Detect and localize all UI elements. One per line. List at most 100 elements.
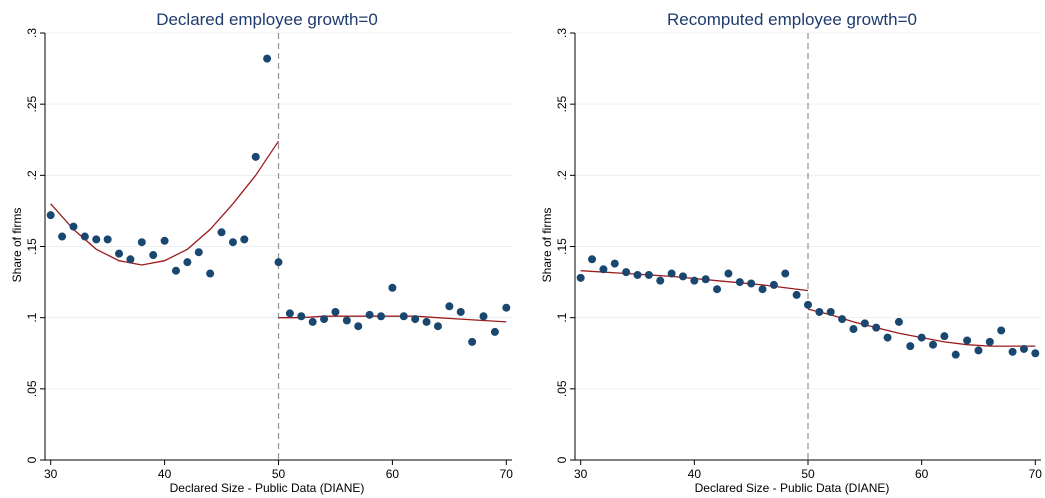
- data-point: [433, 322, 442, 331]
- chart-title: Declared employee growth=0: [156, 10, 378, 29]
- data-point: [69, 222, 78, 231]
- data-point: [217, 228, 226, 237]
- left-chart-svg: 0 .05 .1 .15 .2 .25 .3 30 40 50 60 70 Declared emplo…: [10, 10, 513, 495]
- x-tick-label: 70: [1029, 467, 1043, 481]
- data-point: [468, 337, 477, 346]
- data-point: [171, 266, 180, 275]
- chart-title: Recomputed employee growth=0: [667, 10, 917, 29]
- y-tick-label: .05: [25, 380, 39, 397]
- data-point: [804, 300, 812, 309]
- y-tick-label: .1: [25, 312, 39, 322]
- data-point: [228, 238, 237, 247]
- y-tick-label: .3: [555, 28, 569, 38]
- data-point: [46, 211, 55, 220]
- data-point: [940, 332, 949, 341]
- data-point: [160, 236, 169, 245]
- data-point: [342, 316, 351, 325]
- y-tick-label: .2: [555, 170, 569, 180]
- data-point: [411, 315, 420, 324]
- data-point: [399, 312, 408, 321]
- data-point: [860, 319, 869, 328]
- data-point: [826, 307, 835, 316]
- data-point: [206, 269, 215, 278]
- data-point: [502, 303, 511, 312]
- y-tick-label: .2: [25, 170, 39, 180]
- data-point: [422, 317, 431, 326]
- data-point: [929, 340, 938, 349]
- data-point: [194, 248, 203, 257]
- x-tick-label: 60: [386, 467, 400, 481]
- data-point: [240, 235, 249, 244]
- data-point: [308, 317, 317, 326]
- data-point: [644, 270, 653, 279]
- data-point: [331, 307, 340, 316]
- data-point: [149, 251, 158, 260]
- data-point: [758, 285, 767, 294]
- data-point: [103, 235, 112, 244]
- data-point: [622, 268, 631, 277]
- data-point: [297, 312, 306, 321]
- data-point: [599, 265, 608, 274]
- data-point: [656, 276, 665, 285]
- y-tick-label: 0: [555, 456, 569, 463]
- data-point: [588, 255, 597, 264]
- y-tick-label: .15: [555, 238, 569, 255]
- left-chart-panel: 0 .05 .1 .15 .2 .25 .3 30 40 50 60 70 Declared emplo…: [0, 0, 522, 498]
- x-tick-label: 60: [915, 467, 929, 481]
- data-point: [883, 333, 892, 342]
- data-point: [974, 346, 983, 355]
- axes: 0 .05 .1 .15 .2 .25 .3 30 40 50 60 70: [555, 28, 1042, 481]
- data-point: [445, 302, 454, 311]
- x-tick-label: 30: [44, 467, 58, 481]
- data-point: [838, 315, 847, 324]
- data-point: [92, 235, 101, 244]
- data-point: [479, 312, 488, 321]
- data-point: [678, 272, 687, 281]
- data-point: [713, 285, 722, 294]
- data-point: [285, 309, 294, 318]
- data-point: [388, 283, 397, 292]
- right-chart-panel: 0 .05 .1 .15 .2 .25 .3 30 40 50 60 70 Recomputed emp…: [523, 0, 1045, 498]
- fit-line: [50, 140, 280, 266]
- x-tick-label: 30: [574, 467, 588, 481]
- y-axis-label: Share of firms: [540, 208, 554, 283]
- data-point: [917, 333, 926, 342]
- x-tick-label: 50: [272, 467, 286, 481]
- data-point: [1031, 349, 1040, 358]
- x-axis-label: Declared Size - Public Data (DIANE): [695, 481, 890, 495]
- y-tick-label: .05: [555, 380, 569, 397]
- x-tick-label: 40: [158, 467, 172, 481]
- data-point: [365, 310, 374, 319]
- y-tick-label: .15: [25, 238, 39, 255]
- right-chart-svg: 0 .05 .1 .15 .2 .25 .3 30 40 50 60 70 Recomputed emp…: [540, 10, 1042, 495]
- data-point: [377, 312, 386, 321]
- data-point: [872, 323, 881, 332]
- data-point: [1019, 344, 1028, 353]
- data-point: [985, 337, 994, 346]
- data-point: [633, 270, 642, 279]
- data-point: [951, 350, 960, 359]
- axes: 0 .05 .1 .15 .2 .25 .3 30 40 50 60 70: [25, 28, 513, 481]
- data-point: [490, 327, 499, 336]
- data-point: [183, 258, 192, 267]
- data-point: [80, 232, 89, 241]
- data-point: [997, 326, 1006, 335]
- data-point: [906, 342, 915, 351]
- data-point: [781, 269, 790, 278]
- data-point: [115, 249, 124, 258]
- data-point: [320, 315, 329, 324]
- x-axis-label: Declared Size - Public Data (DIANE): [170, 481, 365, 495]
- data-point: [354, 322, 363, 331]
- data-point: [667, 269, 676, 278]
- data-point: [610, 259, 619, 268]
- data-point: [58, 232, 67, 241]
- data-point: [735, 278, 744, 287]
- x-tick-label: 50: [801, 467, 815, 481]
- data-point: [963, 336, 972, 345]
- data-point: [576, 273, 585, 282]
- x-tick-label: 40: [688, 467, 702, 481]
- data-point: [1008, 347, 1017, 356]
- y-tick-label: .3: [25, 28, 39, 38]
- data-point: [894, 317, 903, 326]
- y-tick-label: .1: [555, 312, 569, 322]
